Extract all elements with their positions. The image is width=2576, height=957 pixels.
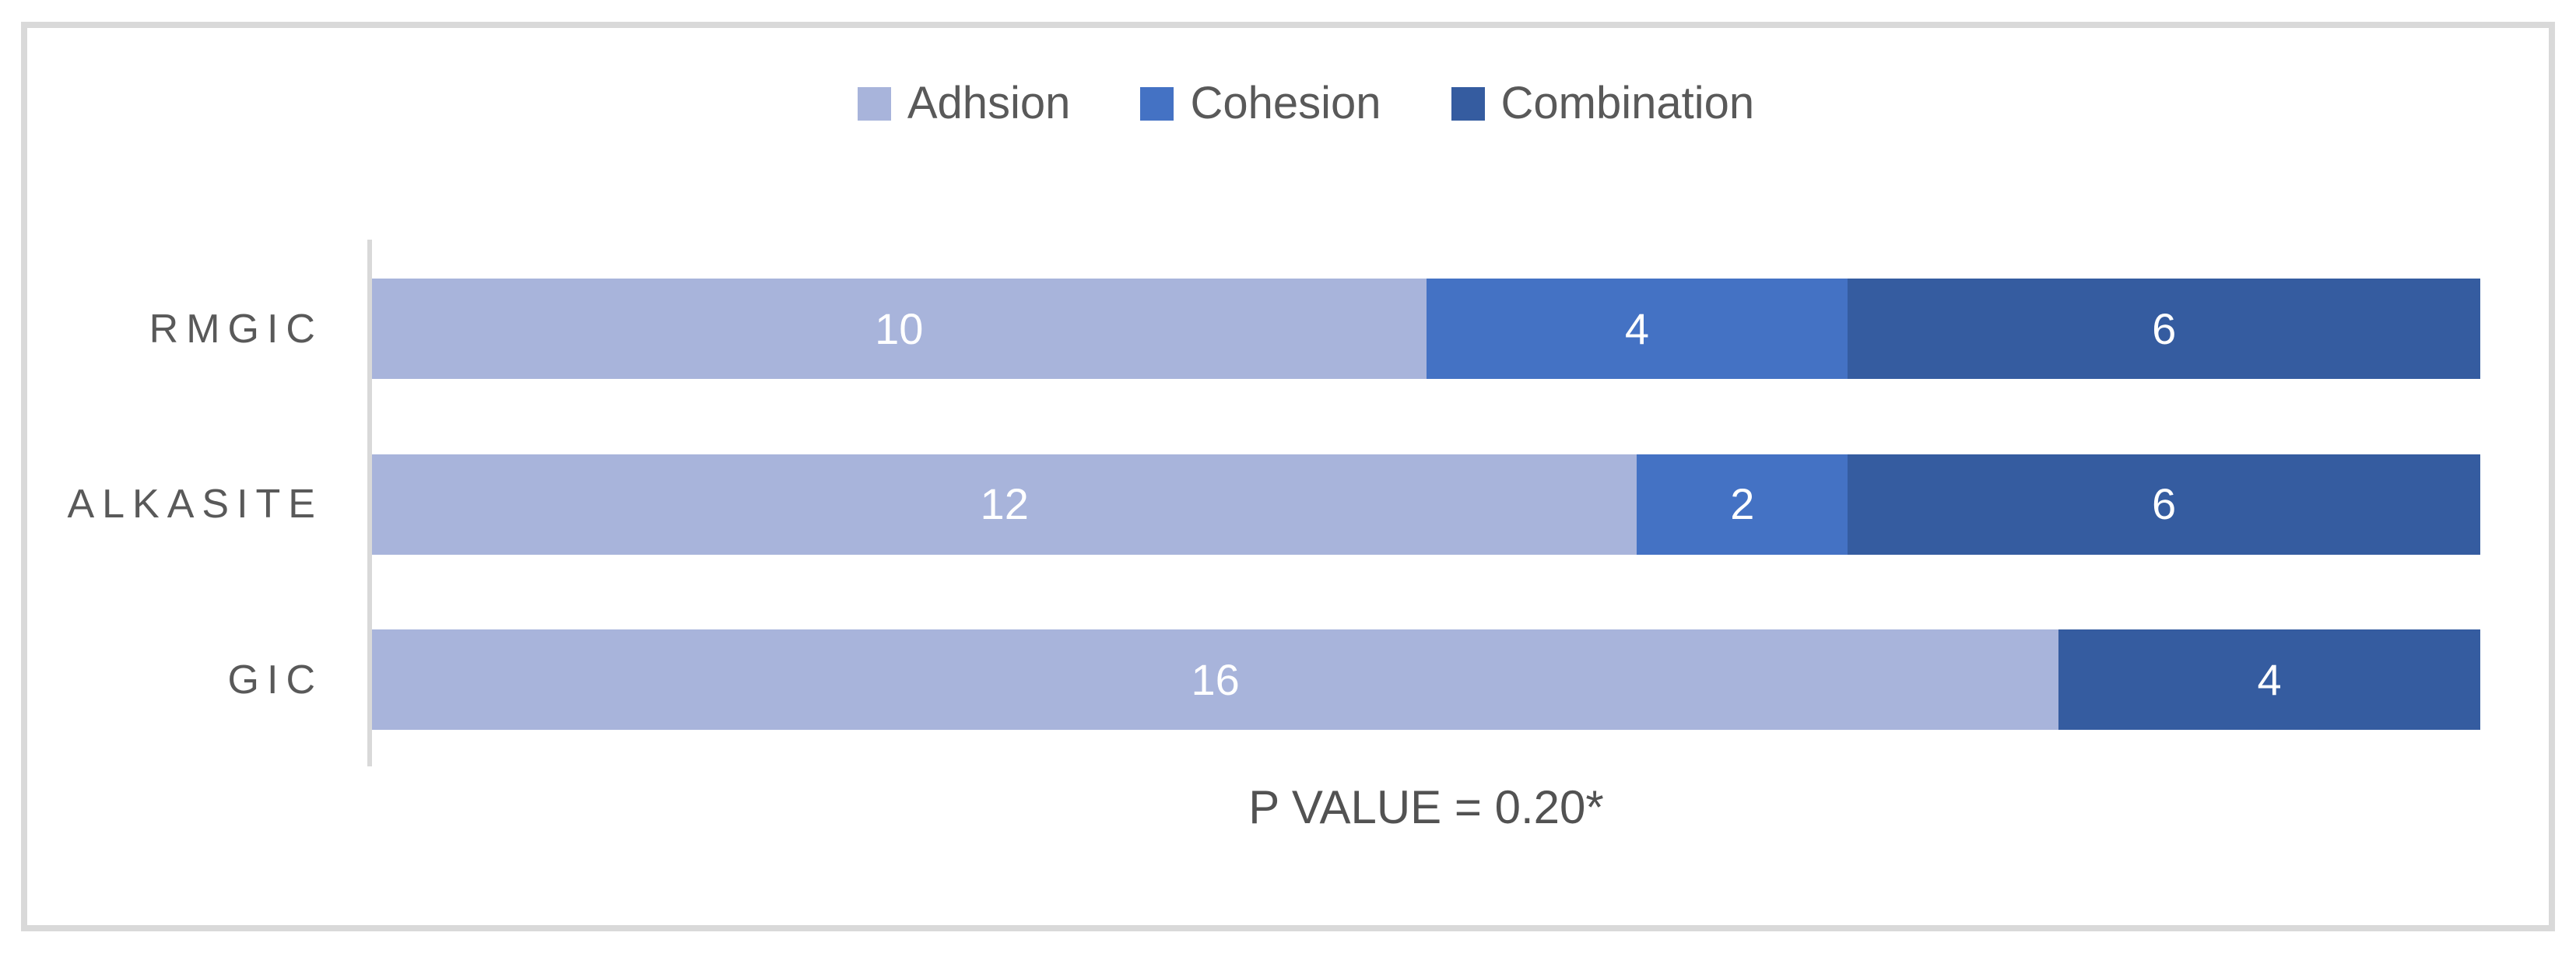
p-value-note: P VALUE = 0.20* <box>1248 781 1604 833</box>
legend-item-cohesion: Cohesion <box>1140 81 1381 126</box>
legend-label: Adhsion <box>907 78 1071 128</box>
bar-row-alkasite: 12 2 6 <box>372 454 2480 555</box>
legend-item-adhsion: Adhsion <box>857 78 1071 128</box>
bar-segment-adhsion: 10 <box>372 279 1427 379</box>
bar-value-label: 4 <box>1624 303 1649 353</box>
bar-value-label: 2 <box>1730 479 1755 528</box>
bar-segment-cohesion: 4 <box>1426 279 1848 379</box>
legend-swatch-icon <box>857 86 891 121</box>
chart-legend: Adhsion Cohesion Combination <box>45 81 2567 126</box>
category-label-gic: GIC <box>227 657 323 703</box>
bar-segment-combination: 6 <box>1848 279 2480 379</box>
bar-value-label: 4 <box>2257 654 2282 704</box>
category-label-rmgic: RMGIC <box>149 306 323 352</box>
chart-frame: Adhsion Cohesion Combination RMGIC ALKASITE… <box>21 22 2555 931</box>
category-label-alkasite: ALKASITE <box>67 482 323 527</box>
legend-swatch-icon <box>1451 86 1485 121</box>
bar-segment-combination: 6 <box>1848 454 2480 555</box>
bar-row-gic: 16 4 <box>372 629 2480 730</box>
bar-segment-cohesion: 2 <box>1637 454 1848 555</box>
bar-segment-adhsion: 12 <box>372 454 1637 555</box>
bar-value-label: 6 <box>2152 303 2177 353</box>
legend-label: Combination <box>1500 78 1755 128</box>
bar-segment-adhsion: 16 <box>372 629 2059 730</box>
bar-value-label: 10 <box>875 303 924 353</box>
plot-area: 10 4 6 12 2 6 16 4 <box>372 240 2480 766</box>
bar-row-rmgic: 10 4 6 <box>372 279 2480 379</box>
bar-segment-combination: 4 <box>2058 629 2480 730</box>
category-axis-labels: RMGIC ALKASITE GIC <box>27 240 323 766</box>
bar-value-label: 16 <box>1191 654 1240 704</box>
category-axis-line <box>367 240 372 766</box>
bar-value-label: 6 <box>2152 479 2177 528</box>
bar-value-label: 12 <box>980 479 1029 528</box>
legend-item-combination: Combination <box>1451 78 1755 128</box>
legend-swatch-icon <box>1140 86 1174 121</box>
legend-label: Cohesion <box>1190 78 1381 128</box>
